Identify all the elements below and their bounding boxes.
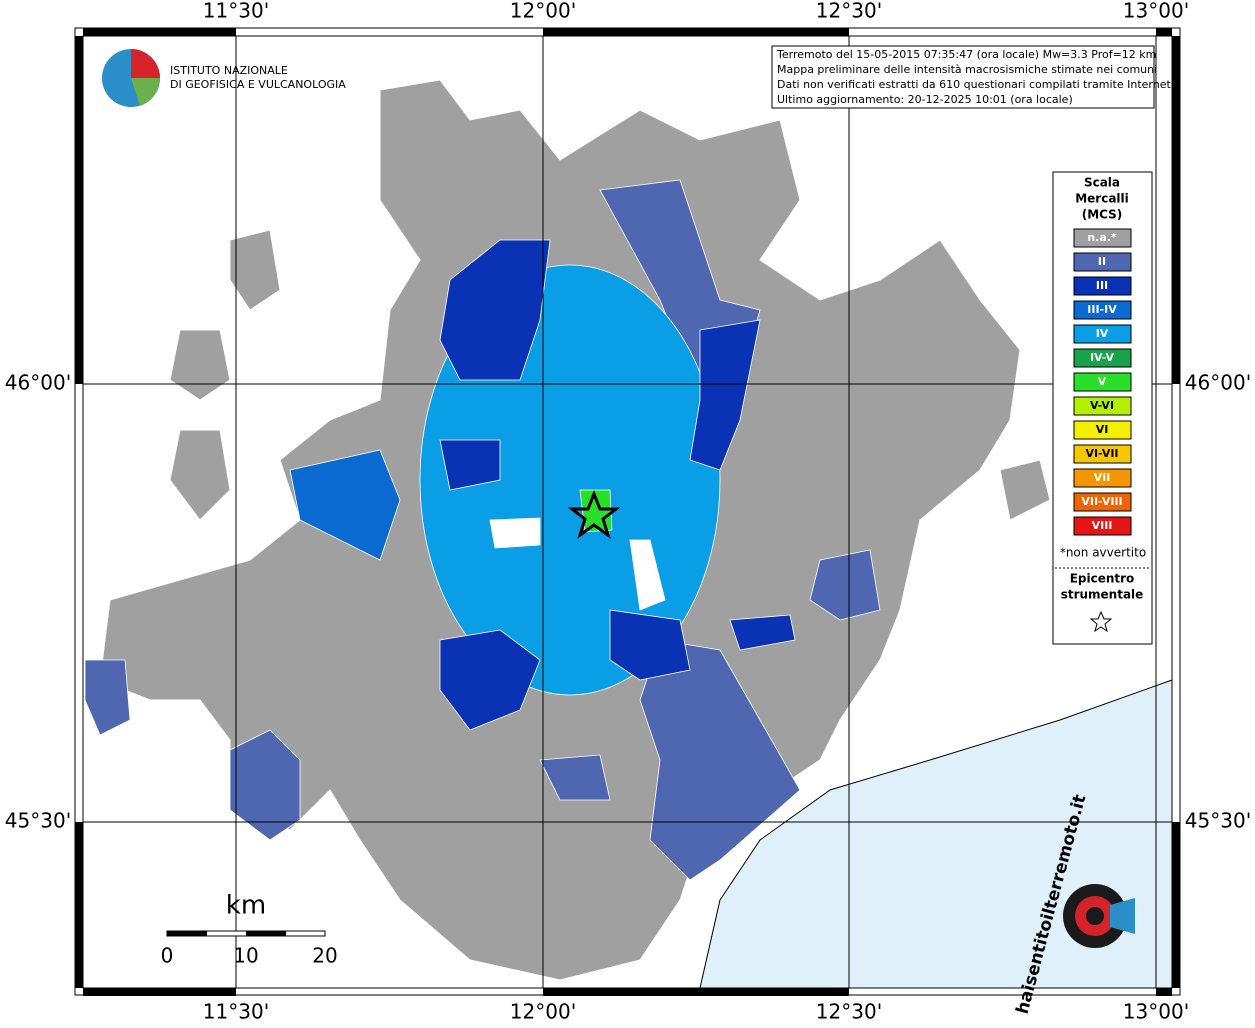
legend-swatch (1073, 468, 1132, 488)
legend-title-line: Scala (1084, 176, 1120, 190)
legend-note: *non avvertito (1060, 546, 1146, 560)
legend-label: III-IV (1087, 303, 1117, 316)
info-line: Dati non verificati estratti da 610 ques… (777, 78, 1174, 91)
legend-label: VIII (1092, 519, 1113, 532)
legend-label: VI-VII (1085, 447, 1118, 460)
legend-label: VII-VIII (1081, 495, 1122, 508)
lon-label: 12°00' (510, 1000, 576, 1024)
info-box (771, 45, 1155, 109)
area-ii (809, 549, 881, 621)
legend-label: IV (1096, 327, 1109, 340)
logo-text: DI GEOFISICA E VULCANOLOGIA (170, 78, 346, 91)
legend-label: V-VI (1090, 399, 1114, 412)
legend-star (1089, 610, 1113, 633)
logo-segment (131, 49, 160, 78)
legend-label: V (1098, 375, 1107, 388)
legend-label: IV-V (1090, 351, 1115, 364)
gap (629, 539, 666, 611)
legend-title: Scala Mercalli (MCS) (1075, 176, 1129, 222)
scale-unit: km (226, 891, 266, 921)
lat-label: 46°00' (5, 371, 71, 395)
area-ii (539, 754, 611, 801)
logo-text: ISTITUTO NAZIONALE (170, 64, 288, 77)
area-ii (229, 729, 301, 841)
epicenter-star (567, 489, 621, 539)
info-line: Ultimo aggiornamento: 20-12-2025 10:01 (… (777, 93, 1073, 106)
area-ii (639, 639, 801, 881)
lon-label: 11°30' (203, 0, 269, 23)
legend-label: VII (1094, 471, 1111, 484)
scale-bar: km 0 10 20 (161, 891, 338, 968)
legend-swatch (1073, 420, 1132, 440)
lon-label: 12°00' (510, 0, 576, 23)
epicenter-label: Epicentro (1070, 572, 1135, 586)
coordinate-labels: 11°30' 12°00' 12°30' 13°00' 11°30' 12°00… (5, 0, 1251, 1024)
scale-tick: 20 (312, 944, 337, 968)
area-iii (439, 629, 541, 731)
legend-swatch (1073, 516, 1132, 536)
area-iii (439, 239, 551, 381)
lon-label: 13°00' (1123, 0, 1189, 23)
area-iii (439, 439, 501, 491)
legend-swatch (1073, 444, 1132, 464)
legend-label: VI (1096, 423, 1109, 436)
legend-swatch (1073, 348, 1132, 368)
legend-swatch (1073, 252, 1132, 272)
ingv-logo: ISTITUTO NAZIONALE DI GEOFISICA E VULCAN… (102, 49, 346, 107)
lat-label: 45°30' (1185, 809, 1251, 833)
logo-segment (131, 78, 161, 106)
area-ii (84, 659, 131, 736)
lat-label: 45°30' (5, 809, 71, 833)
gray-area (999, 459, 1051, 521)
intensity-areas (84, 179, 881, 881)
lat-label: 46°00' (1185, 371, 1251, 395)
area-iii (729, 614, 796, 651)
legend-swatch (1073, 300, 1132, 320)
legend-swatch (1073, 324, 1132, 344)
legend-swatch (1073, 228, 1132, 248)
legend-label: n.a.* (1087, 231, 1117, 244)
gray-area (169, 329, 231, 401)
scale-tick: 10 (233, 944, 258, 968)
legend-title-line: (MCS) (1082, 208, 1123, 222)
gray-area (229, 229, 281, 311)
legend-items: n.a.*IIIIIIII-IVIVIV-VVV-VIVIVI-VIIVIIVI… (1073, 228, 1132, 536)
legend-label: II (1098, 255, 1106, 268)
lon-label: 12°30' (816, 0, 882, 23)
legend-swatch (1073, 372, 1132, 392)
lon-label: 13°00' (1123, 1000, 1189, 1024)
frame (74, 27, 1181, 996)
area-iii-iv (289, 449, 401, 561)
legend-swatch (1073, 276, 1132, 296)
info-line: Terremoto del 15-05-2015 07:35:47 (ora l… (776, 48, 1156, 61)
area-iii (609, 609, 691, 681)
gray-area (169, 429, 231, 521)
epicenter-label: strumentale (1061, 588, 1144, 602)
info-line: Mappa preliminare delle intensità macros… (777, 63, 1157, 76)
legend-swatch (1073, 396, 1132, 416)
legend-label: III (1096, 279, 1108, 292)
legend-title-line: Mercalli (1075, 192, 1129, 206)
scale-tick: 0 (161, 944, 174, 968)
gap (489, 517, 541, 549)
lon-label: 11°30' (203, 1000, 269, 1024)
legend-swatch (1073, 492, 1132, 512)
area-iii (689, 319, 761, 471)
lon-label: 12°30' (816, 1000, 882, 1024)
graticule (83, 36, 1172, 988)
info-lines: Terremoto del 15-05-2015 07:35:47 (ora l… (776, 48, 1174, 106)
